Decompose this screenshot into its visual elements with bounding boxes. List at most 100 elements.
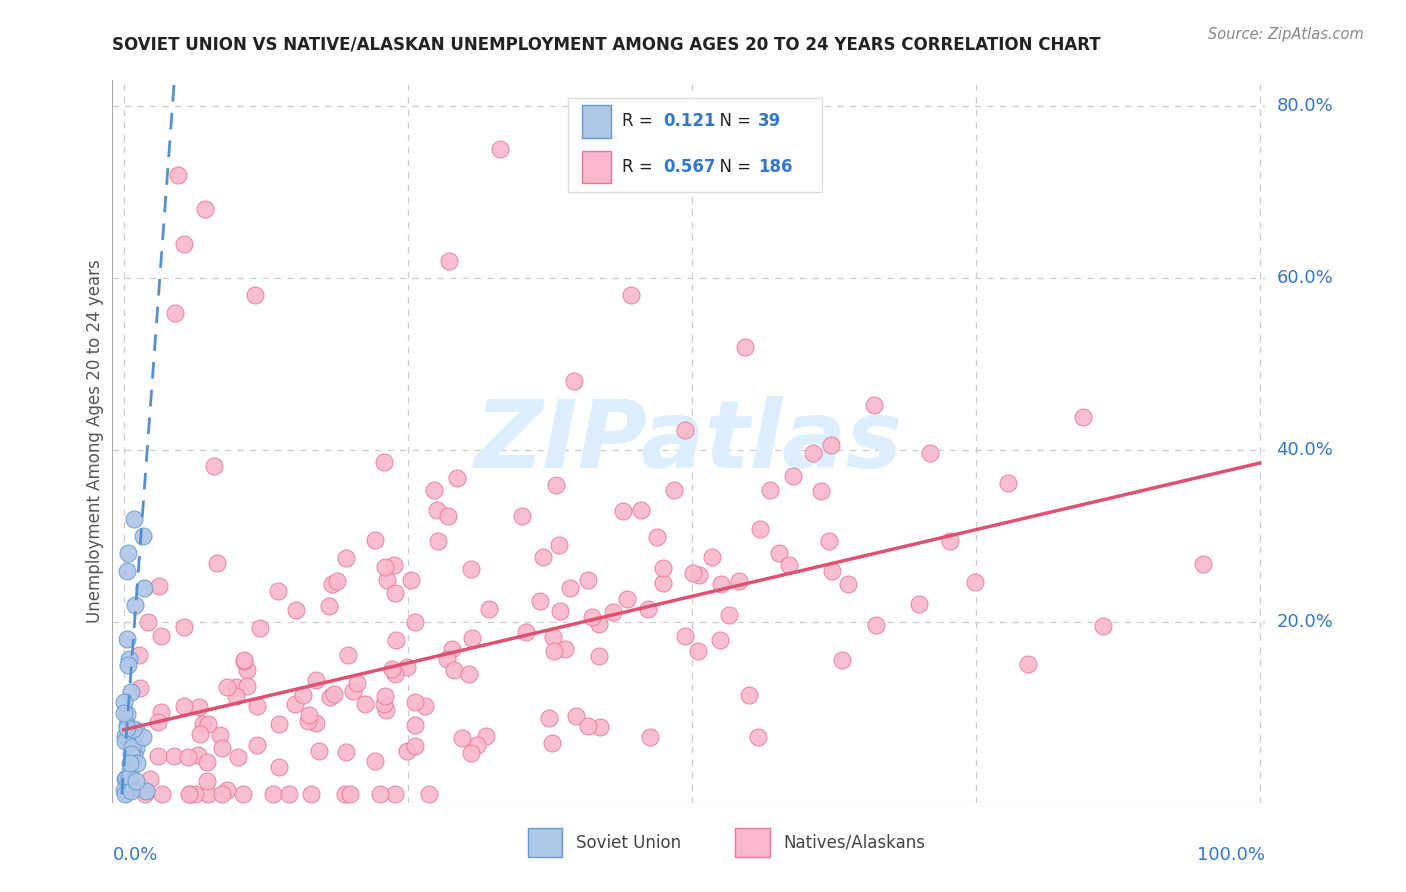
Point — [346, 676, 368, 690]
Point — [197, 717, 219, 731]
Point — [335, 787, 357, 801]
Point — [245, 738, 267, 752]
Point — [377, 573, 399, 587]
Point — [612, 504, 634, 518]
Point — [120, 685, 142, 699]
Point — [269, 717, 291, 731]
Point — [339, 787, 361, 801]
Point — [759, 483, 782, 498]
Point — [554, 641, 576, 656]
Point — [820, 438, 842, 452]
FancyBboxPatch shape — [568, 98, 821, 193]
Point — [284, 697, 307, 711]
Point — [236, 663, 259, 677]
Point — [197, 774, 219, 789]
Point — [122, 512, 145, 526]
Point — [114, 772, 136, 786]
Text: ZIPatlas: ZIPatlas — [475, 395, 903, 488]
Point — [460, 746, 482, 760]
Text: SOVIET UNION VS NATIVE/ALASKAN UNEMPLOYMENT AMONG AGES 20 TO 24 YEARS CORRELATIO: SOVIET UNION VS NATIVE/ALASKAN UNEMPLOYM… — [112, 36, 1101, 54]
Point — [531, 550, 554, 565]
Point — [837, 577, 859, 591]
Point — [150, 629, 173, 643]
Point — [682, 566, 704, 580]
Point — [538, 711, 561, 725]
Point — [342, 684, 364, 698]
Point — [246, 699, 269, 714]
Point — [768, 546, 790, 560]
Point — [322, 687, 344, 701]
Point — [278, 787, 301, 801]
Point — [269, 760, 291, 774]
Point — [558, 581, 581, 595]
Point — [117, 658, 139, 673]
Point — [319, 690, 342, 704]
Point — [863, 398, 886, 412]
Point — [404, 615, 426, 630]
Point — [121, 740, 143, 755]
Point — [125, 723, 148, 737]
Point — [179, 787, 201, 801]
Text: 60.0%: 60.0% — [1277, 269, 1333, 287]
Text: Soviet Union: Soviet Union — [576, 833, 681, 852]
Point — [541, 736, 564, 750]
Point — [460, 562, 482, 576]
Point — [117, 564, 139, 578]
Point — [616, 592, 638, 607]
Text: 0.567: 0.567 — [664, 158, 716, 176]
Point — [187, 747, 209, 762]
Text: 20.0%: 20.0% — [1277, 613, 1333, 632]
Point — [401, 573, 423, 587]
Point — [215, 783, 238, 797]
Point — [267, 583, 290, 598]
Point — [382, 558, 405, 572]
Point — [308, 744, 330, 758]
Point — [831, 653, 853, 667]
Point — [702, 549, 724, 564]
Point — [436, 652, 458, 666]
Point — [404, 718, 426, 732]
Y-axis label: Unemployment Among Ages 20 to 24 years: Unemployment Among Ages 20 to 24 years — [86, 260, 104, 624]
Text: 40.0%: 40.0% — [1277, 442, 1333, 459]
Point — [249, 621, 271, 635]
Point — [688, 568, 710, 582]
Text: R =: R = — [621, 158, 658, 176]
Point — [374, 689, 396, 703]
Point — [422, 483, 444, 498]
Point — [115, 721, 138, 735]
Point — [305, 673, 328, 688]
Point — [630, 502, 652, 516]
Point — [197, 755, 219, 769]
Point — [166, 168, 188, 182]
Point — [426, 503, 449, 517]
Point — [122, 722, 145, 736]
Point — [194, 202, 217, 217]
Point — [564, 708, 586, 723]
Point — [337, 648, 360, 662]
Point — [589, 720, 612, 734]
Point — [364, 533, 387, 547]
Point — [637, 602, 659, 616]
Point — [125, 774, 148, 789]
Point — [191, 717, 214, 731]
Point — [163, 305, 186, 319]
Point — [148, 748, 170, 763]
Point — [217, 680, 239, 694]
Point — [436, 508, 458, 523]
Point — [747, 731, 769, 745]
Point — [373, 455, 395, 469]
Text: N =: N = — [709, 158, 756, 176]
Point — [1192, 558, 1215, 572]
Point — [738, 688, 761, 702]
Point — [404, 695, 426, 709]
Point — [651, 576, 673, 591]
Point — [301, 787, 323, 801]
Point — [588, 616, 610, 631]
Point — [515, 624, 537, 639]
Point — [395, 660, 418, 674]
Point — [112, 783, 135, 797]
Point — [128, 648, 150, 663]
Text: 100.0%: 100.0% — [1198, 847, 1265, 864]
Point — [197, 787, 219, 801]
Point — [865, 617, 887, 632]
